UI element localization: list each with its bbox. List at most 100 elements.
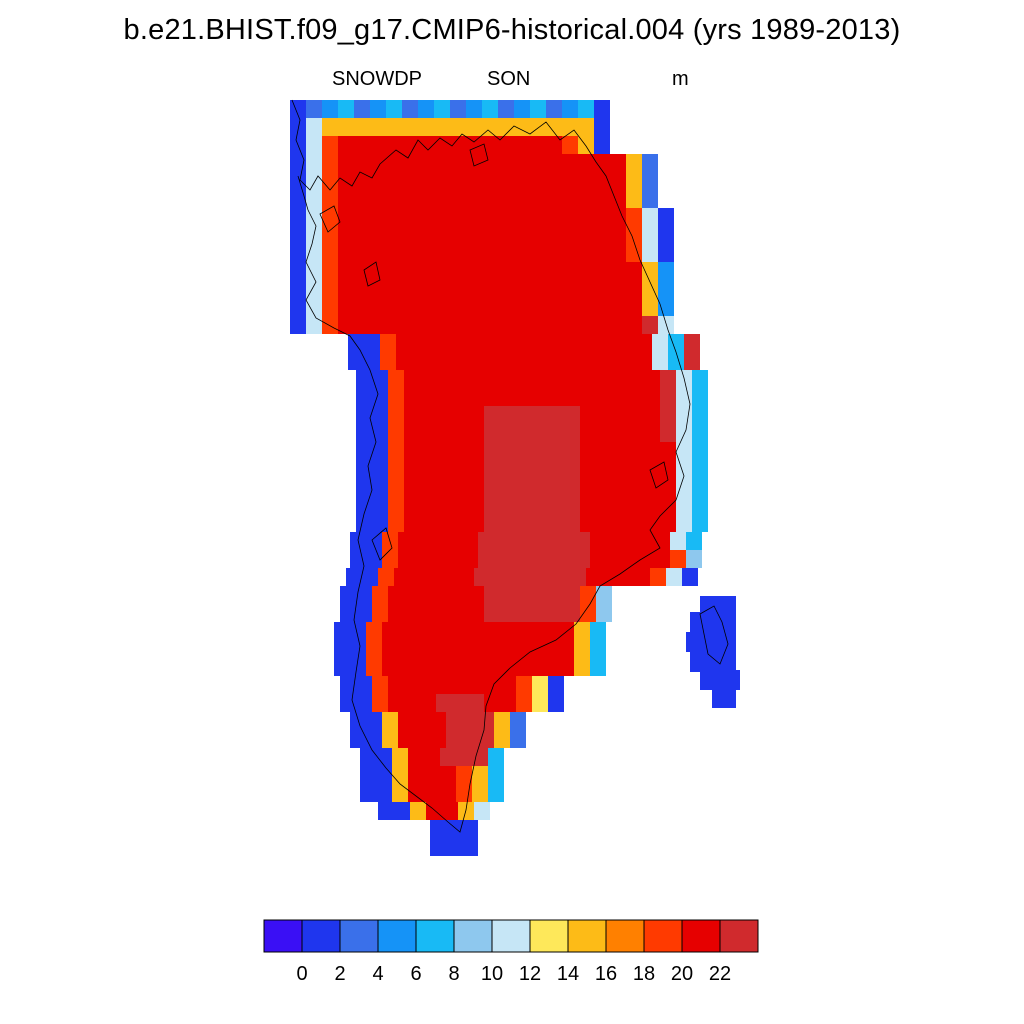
map-cell <box>532 370 548 388</box>
map-cell <box>456 766 472 784</box>
map-cell <box>638 550 654 568</box>
map-cell <box>692 478 708 496</box>
colorbar-swatch <box>681 919 721 953</box>
colorbar-tick-label: 22 <box>709 963 731 985</box>
map-cell <box>370 190 386 208</box>
map-cell <box>356 694 372 712</box>
map-cell <box>514 298 530 316</box>
map-cell <box>414 550 430 568</box>
map-cell <box>548 694 564 712</box>
map-cell <box>610 316 626 334</box>
map-cell <box>354 208 370 226</box>
map-cell <box>644 370 660 388</box>
map-cell <box>372 586 388 604</box>
map-cell <box>372 370 388 388</box>
map-cell <box>418 244 434 262</box>
map-cell <box>500 514 516 532</box>
map-cell <box>588 352 604 370</box>
map-cell <box>498 118 514 136</box>
map-cell <box>466 100 482 118</box>
map-cell <box>500 478 516 496</box>
map-cell <box>436 694 452 712</box>
map-cell <box>386 262 402 280</box>
map-cell <box>386 172 402 190</box>
map-cell <box>494 532 510 550</box>
map-cell <box>356 478 372 496</box>
map-cell <box>508 352 524 370</box>
colorbar-swatch <box>643 919 683 953</box>
map-cell <box>676 424 692 442</box>
map-cell <box>402 172 418 190</box>
map-cell <box>558 532 574 550</box>
map-cell <box>388 514 404 532</box>
map-cell <box>540 334 556 352</box>
map-cell <box>306 154 322 172</box>
map-cell <box>562 226 578 244</box>
map-cell <box>366 730 382 748</box>
map-cell <box>290 208 306 226</box>
map-cell <box>354 136 370 154</box>
map-cell <box>404 388 420 406</box>
map-cell <box>322 226 338 244</box>
map-cell <box>516 694 532 712</box>
colorbar-tick-label: 16 <box>595 963 617 985</box>
map-cell <box>398 550 414 568</box>
map-cell <box>580 370 596 388</box>
map-cell <box>386 298 402 316</box>
map-cell <box>484 496 500 514</box>
map-cell <box>450 298 466 316</box>
map-cell <box>530 118 546 136</box>
map-cell <box>542 532 558 550</box>
map-cell <box>488 784 504 802</box>
map-cell <box>628 460 644 478</box>
map-cell <box>388 694 404 712</box>
map-cell <box>498 226 514 244</box>
map-cell <box>420 424 436 442</box>
map-cell <box>436 388 452 406</box>
map-cell <box>562 316 578 334</box>
map-cell <box>580 604 596 622</box>
map-cell <box>338 226 354 244</box>
colorbar-swatch <box>719 919 759 953</box>
map-cell <box>466 136 482 154</box>
colorbar-tick-label: 6 <box>410 963 421 985</box>
map-cell <box>322 154 338 172</box>
map-cell <box>356 676 372 694</box>
map-cell <box>548 460 564 478</box>
map-cell <box>450 208 466 226</box>
map-cell <box>612 514 628 532</box>
map-cell <box>558 550 574 568</box>
map-cell <box>354 226 370 244</box>
map-cell <box>446 820 462 838</box>
map-cell <box>626 280 642 298</box>
map-cell <box>386 316 402 334</box>
map-cell <box>410 802 426 820</box>
map-cell <box>548 478 564 496</box>
map-cell <box>378 802 394 820</box>
map-cell <box>562 154 578 172</box>
map-cell <box>306 208 322 226</box>
map-cell <box>548 496 564 514</box>
map-cell <box>334 658 350 676</box>
map-cell <box>562 100 578 118</box>
map-cell <box>610 262 626 280</box>
map-cell <box>546 154 562 172</box>
map-cell <box>610 280 626 298</box>
map-cell <box>372 496 388 514</box>
map-cell <box>450 172 466 190</box>
map-cell <box>458 568 474 586</box>
map-cell <box>580 424 596 442</box>
map-cell <box>596 604 612 622</box>
map-cell <box>530 136 546 154</box>
map-cell <box>574 532 590 550</box>
map-cell <box>364 334 380 352</box>
map-cell <box>398 532 414 550</box>
map-cell <box>468 604 484 622</box>
colorbar-tick-label: 10 <box>481 963 503 985</box>
map-cell <box>420 676 436 694</box>
map-cell <box>530 208 546 226</box>
map-cell <box>652 352 668 370</box>
map-cell <box>516 460 532 478</box>
map-cell <box>494 622 510 640</box>
map-cell <box>414 622 430 640</box>
